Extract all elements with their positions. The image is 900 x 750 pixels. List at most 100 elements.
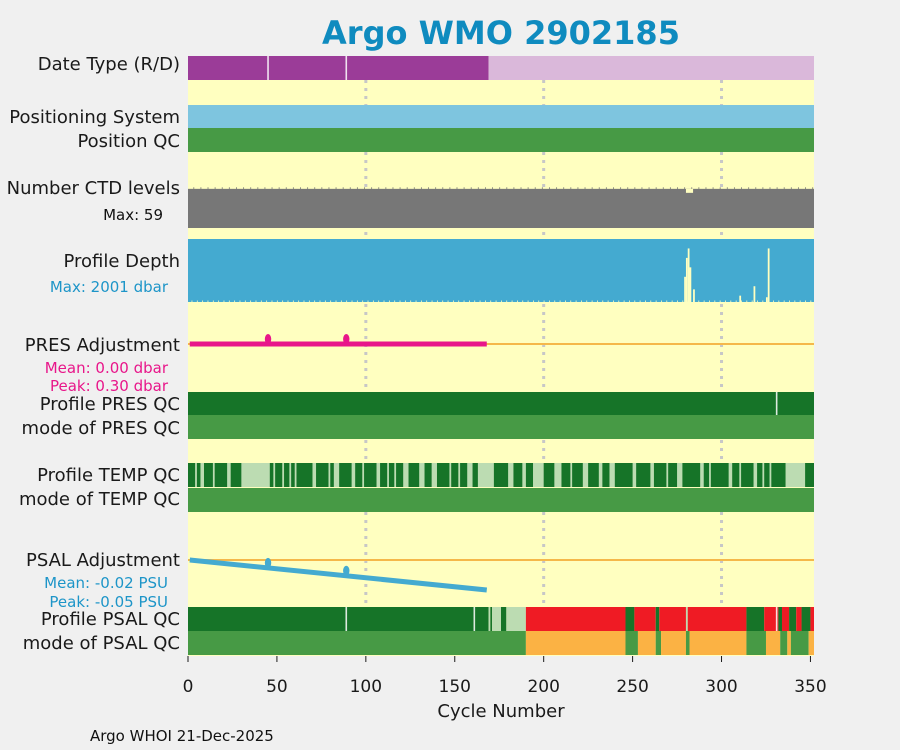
ctd-levels-tick xyxy=(598,187,600,189)
chart-title: Argo WMO 2902185 xyxy=(322,14,680,52)
profile-depth-gap xyxy=(287,300,289,302)
ctd-levels-tick xyxy=(755,187,757,189)
profile-temp-qc-light-segment xyxy=(709,463,711,487)
x-tick-label: 250 xyxy=(616,677,648,697)
profile-depth-gap xyxy=(634,300,636,302)
profile-temp-qc-light-segment xyxy=(753,463,758,487)
profile-depth-gap xyxy=(292,300,294,302)
profile-depth-gap xyxy=(410,300,412,302)
date-type-separator xyxy=(345,56,348,80)
profile-psal-qc-separator xyxy=(345,607,348,631)
date-type-separator xyxy=(267,56,269,80)
ctd-levels-tick xyxy=(527,187,529,189)
ctd-levels-tick xyxy=(250,187,252,189)
profile-temp-qc-light-segment xyxy=(785,463,806,487)
ctd-levels-tick xyxy=(399,187,401,189)
ctd-levels-tick xyxy=(477,187,479,189)
label-profile-psal-qc: Profile PSAL QC xyxy=(41,609,180,630)
profile-depth-gap xyxy=(330,300,332,302)
label-mode-temp-qc: mode of TEMP QC xyxy=(19,489,180,510)
profile-temp-qc-light-segment xyxy=(508,463,514,487)
profile-depth-gap xyxy=(789,300,790,302)
ctd-levels-tick xyxy=(228,187,230,189)
profile-depth-gap xyxy=(714,300,716,302)
mode-psal-qc-segment xyxy=(787,631,791,655)
pres-adjustment-spike xyxy=(264,334,272,344)
profile-depth-gap xyxy=(538,300,540,302)
profile-depth-gap xyxy=(266,300,268,302)
profile-temp-qc-light-segment xyxy=(582,463,589,487)
profile-temp-qc-light-segment xyxy=(273,463,276,487)
ctd-levels-tick xyxy=(428,187,429,189)
profile-depth-dip xyxy=(753,286,756,302)
profile-temp-qc-light-segment xyxy=(351,463,356,487)
label-ctd-max: Max: 59 xyxy=(103,206,163,224)
profile-pres-qc-separator xyxy=(775,392,778,415)
profile-temp-qc-light-segment xyxy=(554,463,562,487)
profile-depth-gap xyxy=(495,300,497,302)
mode-psal-qc-segment xyxy=(808,631,814,655)
mode-psal-qc-segment xyxy=(790,631,809,655)
profile-temp-qc-light-segment xyxy=(195,463,197,487)
ctd-levels-tick xyxy=(470,187,472,189)
profile-depth-gap xyxy=(698,300,700,302)
ctd-levels-tick xyxy=(456,187,458,189)
profile-psal-qc-segment xyxy=(488,607,491,631)
profile-depth-dip xyxy=(685,257,688,302)
profile-depth-gap xyxy=(645,300,646,302)
profile-temp-qc-light-segment xyxy=(762,463,765,487)
profile-psal-qc-segment xyxy=(506,607,526,631)
profile-temp-qc-light-segment xyxy=(241,463,270,487)
ctd-levels-tick xyxy=(321,187,323,189)
profile-depth-gap xyxy=(799,300,801,302)
ctd-levels-tick xyxy=(620,187,622,189)
mode-pres-qc-segment xyxy=(188,415,814,439)
label-psal-mean: Mean: -0.02 PSU xyxy=(44,574,168,592)
profile-depth-gap xyxy=(501,300,502,302)
ctd-levels-tick xyxy=(577,187,579,189)
label-psal-peak: Peak: -0.05 PSU xyxy=(49,593,168,611)
ctd-levels-tick xyxy=(492,187,494,189)
profile-depth-gap xyxy=(394,300,396,302)
profile-temp-qc-light-segment xyxy=(609,463,615,487)
profile-depth-gap xyxy=(618,300,620,302)
label-profile-temp-qc: Profile TEMP QC xyxy=(37,465,180,486)
profile-temp-qc-light-segment xyxy=(282,463,285,487)
date-type-segment xyxy=(488,56,814,80)
profile-depth-gap xyxy=(666,300,668,302)
profile-temp-qc-light-segment xyxy=(333,463,340,487)
profile-psal-qc-segment xyxy=(764,607,779,631)
profile-temp-qc-light-segment xyxy=(403,463,409,487)
profile-psal-qc-segment xyxy=(796,607,802,631)
profile-depth-gap xyxy=(223,300,225,302)
profile-temp-qc-light-segment xyxy=(522,463,526,487)
profile-depth-gap xyxy=(271,300,273,302)
profile-psal-qc-segment xyxy=(525,607,626,631)
profile-psal-qc-segment xyxy=(801,607,811,631)
profile-temp-qc-light-segment xyxy=(419,463,425,487)
ctd-levels-tick xyxy=(463,187,465,189)
profile-depth-gap xyxy=(260,300,262,302)
x-tick-label: 300 xyxy=(705,677,737,697)
ctd-levels-tick xyxy=(278,187,280,189)
ctd-levels-tick xyxy=(783,187,785,189)
profile-depth-gap xyxy=(474,300,476,302)
profile-depth-gap xyxy=(639,300,641,302)
ctd-levels-tick xyxy=(207,187,209,189)
profile-depth-gap xyxy=(346,300,348,302)
profile-temp-qc-light-segment xyxy=(431,463,437,487)
profile-temp-qc-light-segment xyxy=(650,463,654,487)
ctd-levels-tick xyxy=(264,187,266,189)
profile-depth-gap xyxy=(362,300,364,302)
ctd-levels-tick xyxy=(662,187,664,189)
ctd-levels-tick xyxy=(790,187,792,189)
profile-temp-qc-light-segment xyxy=(477,463,494,487)
mode-psal-qc-segment xyxy=(637,631,656,655)
ctd-levels-tick xyxy=(570,187,572,189)
profile-depth-gap xyxy=(778,300,780,302)
profile-temp-qc-light-segment xyxy=(212,463,215,487)
label-ctd-levels: Number CTD levels xyxy=(7,178,180,199)
profile-psal-qc-segment xyxy=(746,607,765,631)
profile-depth-gap xyxy=(463,300,465,302)
ctd-levels-tick xyxy=(669,187,671,189)
